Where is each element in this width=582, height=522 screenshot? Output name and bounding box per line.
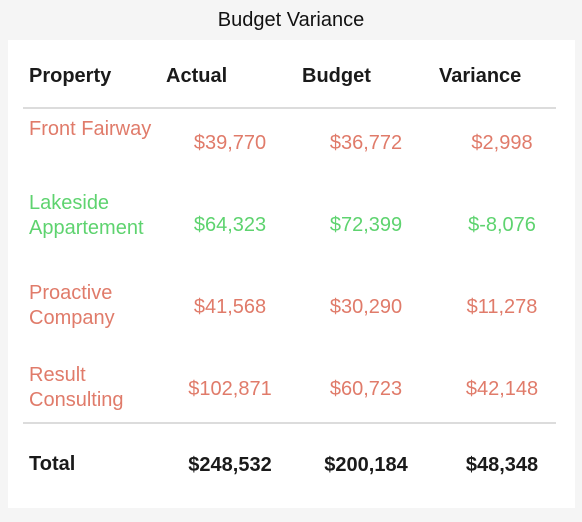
total-divider <box>23 422 556 424</box>
total-actual: $248,532 <box>188 454 272 476</box>
row-lakeside-appartement-actual: $64,323 <box>193 214 267 236</box>
total-variance: $48,348 <box>465 454 539 476</box>
total-budget: $200,184 <box>324 454 408 476</box>
row-result-consulting-budget: $60,723 <box>329 378 403 400</box>
header-property: Property <box>29 65 112 87</box>
row-proactive-company-variance: $11,278 <box>466 296 538 318</box>
variance-table: Property Actual Budget Variance Front Fa… <box>8 40 575 508</box>
row-lakeside-appartement-variance: $-8,076 <box>468 214 536 236</box>
row-proactive-company-budget: $30,290 <box>329 296 403 318</box>
row-lakeside-appartement-property: Lakeside Appartement <box>29 192 144 239</box>
total-label: Total <box>29 453 76 475</box>
row-front-fairway-actual: $39,770 <box>193 132 267 154</box>
row-proactive-company-actual: $41,568 <box>193 296 267 318</box>
row-result-consulting-variance: $42,148 <box>465 378 539 400</box>
header-divider <box>23 107 556 109</box>
row-result-consulting-actual: $102,871 <box>188 378 272 400</box>
row-result-consulting-property: Result Consulting <box>29 364 124 411</box>
row-front-fairway-property: Front Fairway <box>29 118 152 140</box>
row-front-fairway-variance: $2,998 <box>471 132 533 154</box>
chart-title: Budget Variance <box>217 9 365 31</box>
row-proactive-company-property: Proactive Company <box>29 282 115 329</box>
row-lakeside-appartement-budget: $72,399 <box>329 214 403 236</box>
header-actual: Actual <box>166 65 228 87</box>
row-front-fairway-budget: $36,772 <box>329 132 403 154</box>
header-variance: Variance <box>439 65 522 87</box>
header-budget: Budget <box>302 65 371 87</box>
